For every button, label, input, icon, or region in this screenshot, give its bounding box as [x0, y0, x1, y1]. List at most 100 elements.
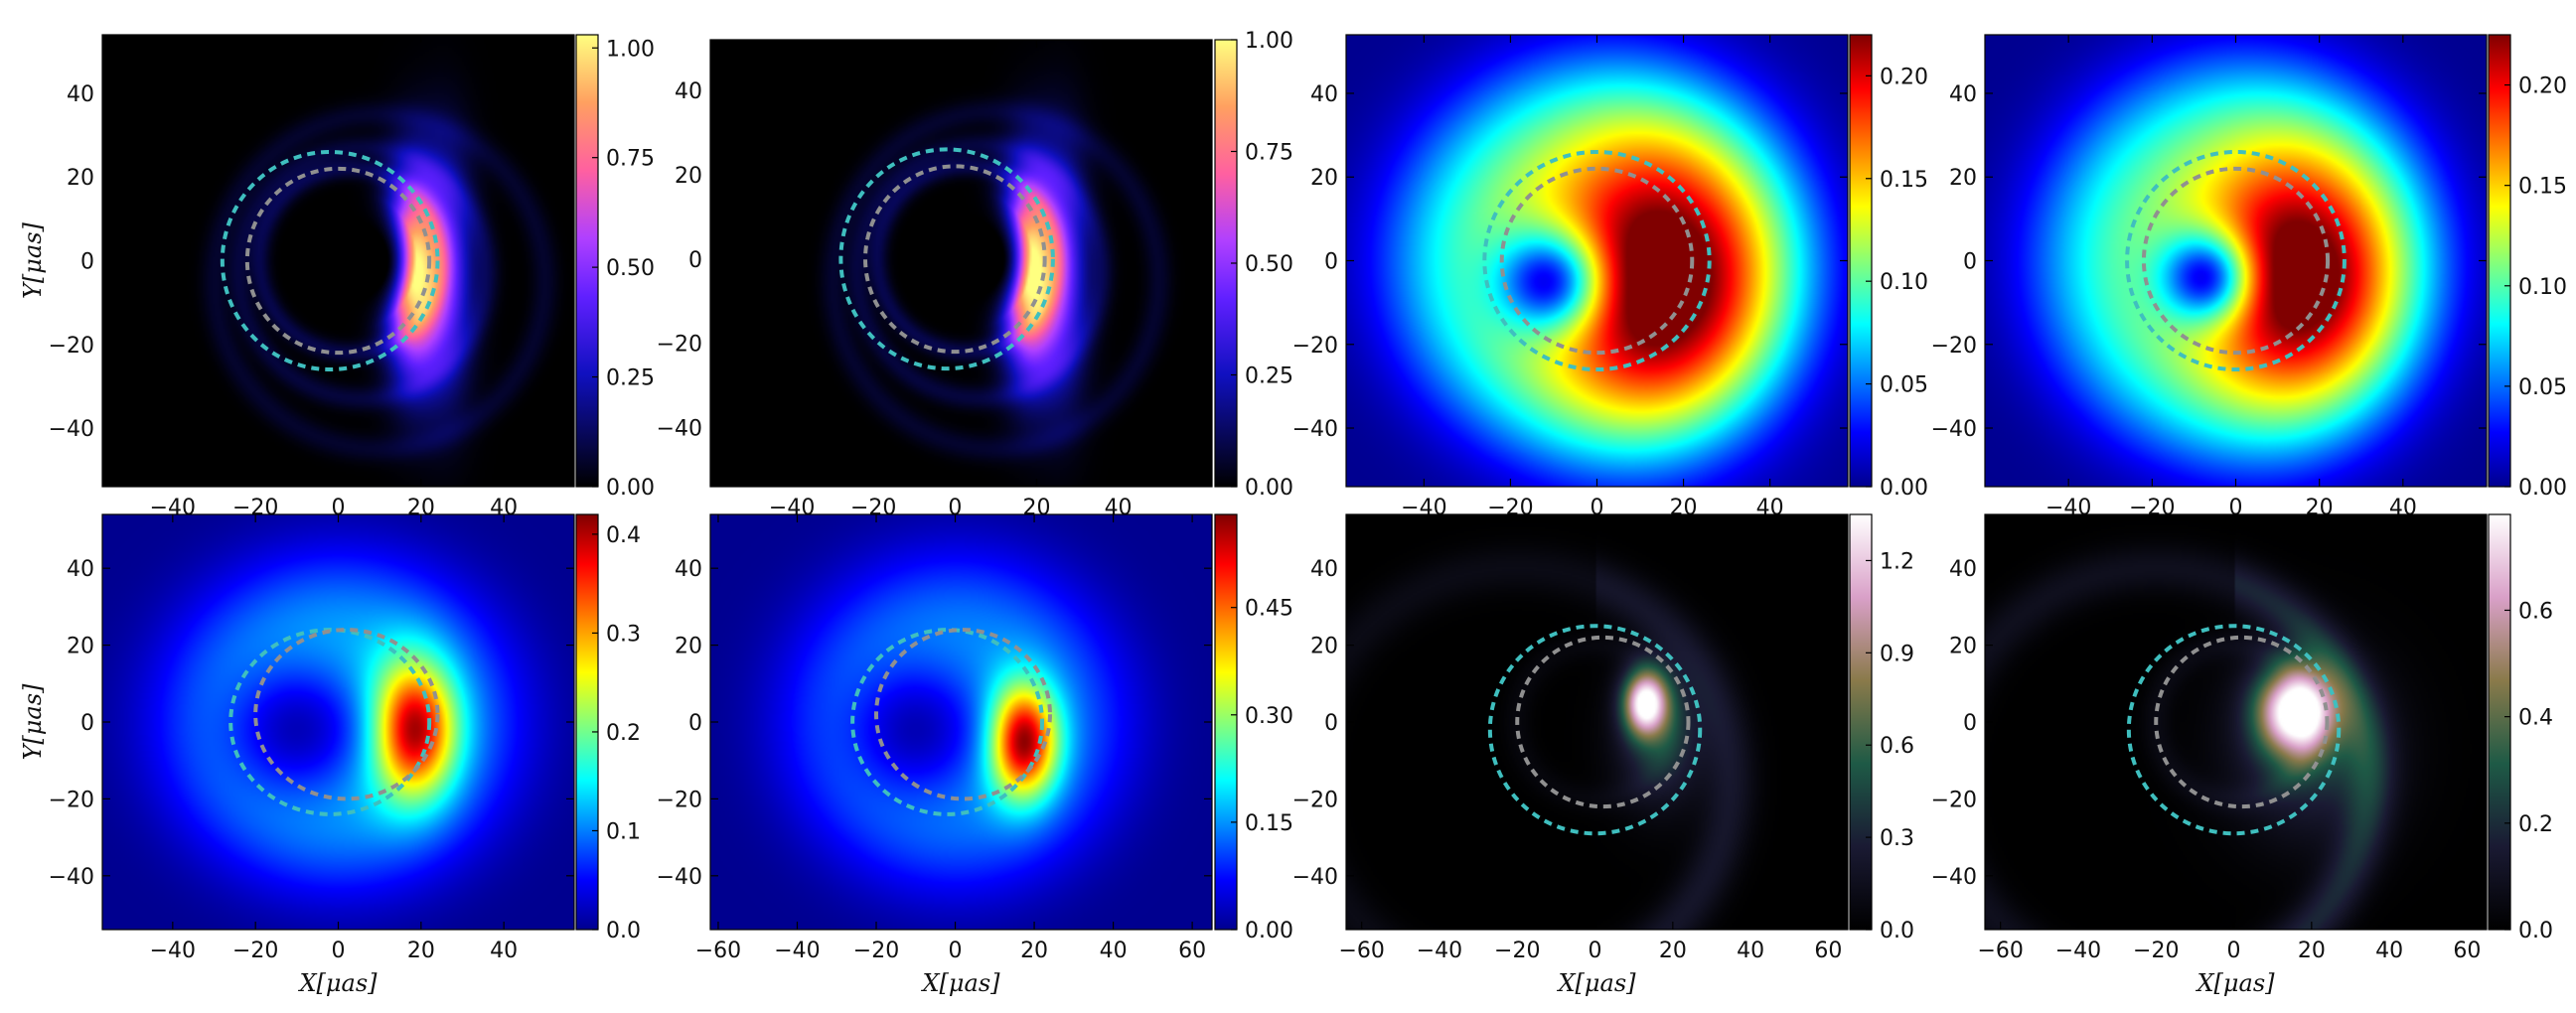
colorbar-gradient — [575, 513, 599, 931]
colorbar-gradient — [2488, 513, 2511, 931]
colorbar-tick-label: 0.30 — [1245, 704, 1293, 729]
colorbar-gradient — [575, 34, 599, 488]
y-tick-label: −20 — [1292, 788, 1338, 812]
y-tick-label: −20 — [1931, 788, 1977, 812]
y-tick-label: 40 — [1310, 557, 1338, 582]
colorbar-tick-label: 0.00 — [1245, 476, 1293, 501]
y-tick-label: −20 — [49, 334, 94, 359]
colorbar-tick-label: 0.50 — [606, 256, 655, 281]
y-tick-label: −40 — [49, 865, 94, 890]
y-tick-label: 40 — [1949, 82, 1977, 107]
dashed-circle — [838, 147, 1055, 371]
x-tick-label: 20 — [2298, 939, 2326, 963]
dashed-circle — [1487, 624, 1703, 836]
x-tick-label: −20 — [232, 939, 278, 963]
colorbar-gradient — [1214, 513, 1238, 931]
dashed-circle — [2126, 624, 2342, 836]
y-tick-label: 0 — [1963, 250, 1977, 275]
colorbar-tick-label: 0.20 — [2518, 74, 2567, 99]
colorbar-gradient — [2488, 34, 2511, 488]
heatmap-image — [1985, 35, 2487, 487]
x-tick-label: −60 — [1977, 939, 2023, 963]
colorbar-tick-label: 0.25 — [1245, 364, 1293, 389]
x-tick-label: −60 — [695, 939, 741, 963]
y-tick-label: −20 — [1931, 334, 1977, 359]
colorbar-tick-label: 0.0 — [606, 919, 641, 943]
x-axis-label: X[μas] — [1556, 969, 1636, 997]
y-tick-label: 0 — [1963, 711, 1977, 736]
y-tick-label: −40 — [1292, 417, 1338, 442]
colorbar: 0.0 0.1 0.2 0.3 0.4 — [575, 513, 641, 943]
panel-top-4: −40 −20 0 20 4040200−20−400.000.050.100.150.… — [1931, 34, 2567, 520]
dashed-circle — [850, 628, 1045, 816]
colorbar-tick-label: 0.75 — [606, 147, 655, 172]
x-tick-label: 60 — [1178, 939, 1206, 963]
colorbar-tick-label: 0.00 — [1245, 919, 1293, 943]
y-tick-label: −40 — [1931, 417, 1977, 442]
dashed-circle — [2141, 166, 2331, 356]
x-tick-label: −40 — [774, 939, 820, 963]
y-tick-label: 20 — [1310, 635, 1338, 659]
y-tick-label: 20 — [1949, 166, 1977, 191]
x-tick-label: 20 — [407, 939, 435, 963]
heatmap-image — [1346, 514, 1848, 930]
colorbar-tick-label: 1.00 — [1245, 29, 1293, 54]
y-tick-label: 20 — [1949, 635, 1977, 659]
y-tick-label: −40 — [657, 417, 702, 442]
x-tick-label: 60 — [2453, 939, 2481, 963]
x-tick-label: 40 — [1100, 939, 1128, 963]
colorbar: 0.00 0.15 0.30 0.45 — [1214, 513, 1293, 943]
colorbar-tick-label: 0.75 — [1245, 141, 1293, 166]
panel-bottom-3: −60 −40 −20 0 20 40 6040200−20−40X[μas]0.00.30… — [1292, 513, 1914, 997]
panel-top-2: −40 −20 0 20 4040200−20−400.000.250.500.751.… — [657, 29, 1293, 520]
dashed-circle — [2154, 635, 2330, 809]
colorbar-tick-label: 0.2 — [606, 721, 641, 746]
panel-top-1: −40 −20 0 20 4040200−20−40Y[μas]0.000.250.50… — [19, 34, 655, 520]
overlay-group — [838, 147, 1055, 371]
colorbar-tick-label: 0.2 — [2518, 812, 2553, 837]
colorbar-tick-label: 0.4 — [606, 523, 641, 548]
colorbar-tick-label: 0.15 — [2518, 175, 2567, 200]
dashed-circle — [863, 164, 1047, 355]
x-tick-label: 40 — [2375, 939, 2403, 963]
heatmap-image — [1346, 35, 1848, 487]
colorbar-tick-label: 0.6 — [2518, 599, 2553, 624]
colorbar-tick-label: 0.15 — [1245, 811, 1293, 836]
panel-bottom-2: −60 −40 −20 0 20 40 60 40 20 0 −20 −40 X[μas] 0.00 0.1… — [657, 513, 1293, 997]
y-tick-label: 40 — [67, 82, 94, 107]
colorbar-tick-label: 1.00 — [606, 37, 655, 62]
x-axis-label: X[μas] — [2195, 969, 2275, 997]
heatmap-image — [1985, 514, 2487, 930]
dashed-circle — [2125, 149, 2347, 372]
colorbar-tick-label: 0.00 — [2518, 476, 2567, 501]
colorbar-tick-label: 0.3 — [1880, 826, 1914, 851]
dashed-circle — [244, 166, 432, 356]
y-tick-label: 20 — [67, 635, 94, 659]
y-tick-label: 40 — [1310, 82, 1338, 107]
colorbar-tick-label: 0.1 — [606, 819, 641, 844]
x-tick-label: 0 — [1589, 939, 1602, 963]
colorbar-gradient — [1849, 34, 1873, 488]
x-tick-label: −20 — [2133, 939, 2179, 963]
colorbar-tick-label: 0.15 — [1880, 168, 1928, 193]
x-tick-label: 0 — [2227, 939, 2241, 963]
y-tick-label: 20 — [67, 166, 94, 191]
colorbar-tick-label: 0.50 — [1245, 252, 1293, 277]
y-tick-label: 40 — [67, 557, 94, 582]
colorbar: 0.0 0.2 0.4 0.6 — [2488, 513, 2553, 943]
dashed-circle — [1482, 149, 1712, 372]
y-tick-label: 0 — [1324, 711, 1338, 736]
y-axis-label: Y[μas] — [19, 221, 47, 298]
heatmap-image — [102, 514, 574, 930]
colorbar-tick-label: 0.10 — [2518, 275, 2567, 300]
x-tick-label: 0 — [949, 939, 963, 963]
colorbar-gradient — [1849, 513, 1873, 931]
dashed-circle — [1499, 166, 1695, 356]
overlay-group — [220, 149, 440, 372]
y-tick-label: 20 — [1310, 166, 1338, 191]
colorbar-tick-label: 0.45 — [1245, 597, 1293, 622]
panel-bottom-1: −40 −20 0 20 40 40 20 0 −20 −40 X[μas] Y[μas] 0.0 0.1… — [19, 513, 641, 997]
colorbar-tick-label: 0.00 — [1880, 476, 1928, 501]
overlay-group — [1482, 149, 1712, 372]
colorbar-tick-label: 0.05 — [2518, 375, 2567, 400]
